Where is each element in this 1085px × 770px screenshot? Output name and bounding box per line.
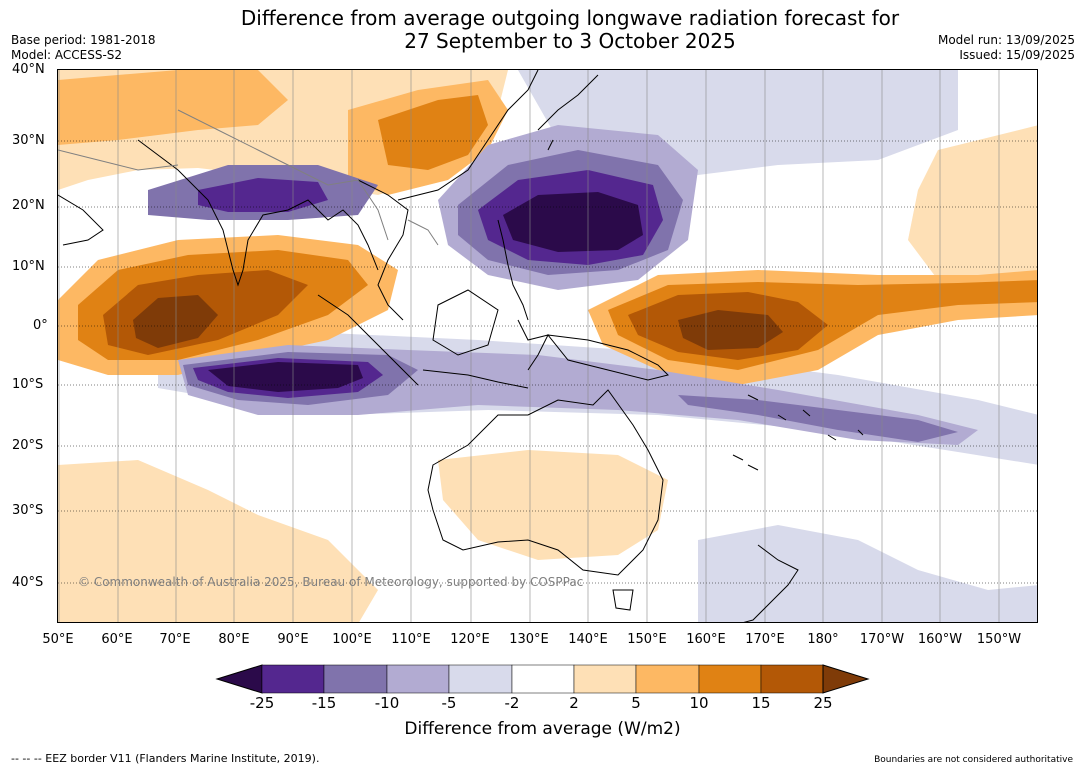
anomaly-region-indian-ocean-peak [133,295,218,348]
lon-label-50e: 50°E [42,632,74,647]
map-title-line2: 27 September to 3 October 2025 [404,29,736,53]
coastline-new-guinea [546,334,669,381]
lon-label-110e: 110°E [391,632,431,647]
model-run: Model run: 13/09/2025 [937,33,1075,47]
anomaly-region-bengal-strong [198,178,328,212]
colorbar-tick-m10: -10 [374,694,400,712]
lon-label-70e: 70°E [159,632,191,647]
colorbar-tick-p25: 25 [813,694,833,712]
colorbar-arrow-high [822,664,870,694]
country-borders [58,109,439,246]
lat-label-40n: 40°N [12,62,45,77]
map-copyright: © Commonwealth of Australia 2025, Bureau… [78,575,583,589]
lon-label-100e: 100°E [332,632,372,647]
eez-border-legend: -- -- -- EEZ border V11 (Flanders Marine… [11,752,320,765]
boundaries-disclaimer: Boundaries are not considered authoritat… [874,755,1073,765]
anomaly-region-australia-suppressed [438,450,668,560]
coastline-australia [427,389,664,576]
colorbar-segment-p15-p25 [760,664,824,694]
base-period: Base period: 1981-2018 [11,33,156,47]
coastline-southeast-asia [357,179,409,321]
coastline-india [137,139,379,287]
colorbar-tick-m2: -2 [504,694,520,712]
anomaly-region-southern-light [698,525,1037,622]
colorbar-segment-p2-p5 [573,664,637,694]
colorbar-tick-p15: 15 [751,694,771,712]
lon-label-160w: 160°W [917,632,963,647]
model-name: Model: ACCESS-S2 [11,48,123,62]
anomaly-region-spcz-enhanced [678,395,958,442]
lon-label-150w: 150°W [976,632,1022,647]
colorbar-segment-m5-m2 [448,664,513,694]
colorbar-tick-p2: 2 [569,694,579,712]
colorbar-tick-p5: 5 [631,694,641,712]
map-title-line1: Difference from average outgoing longwav… [240,6,900,30]
colorbar-segment-m15-m10 [323,664,388,694]
lon-label-90e: 90°E [277,632,309,647]
issued-date: Issued: 15/09/2025 [959,48,1075,62]
colorbar-segment-m25-m15 [261,664,325,694]
lon-label-150e: 150°E [627,632,667,647]
coastlines [58,70,864,622]
lat-label-10n: 10°N [12,259,45,274]
coastline-borneo [432,289,499,356]
colorbar-tick-m5: -5 [441,694,457,712]
coastline-java [422,369,529,389]
lon-label-120e: 120°E [450,632,490,647]
coastline-arabia [58,194,104,246]
coastline-sumatra [317,294,419,386]
lat-label-20n: 20°N [12,198,45,213]
anomaly-region-southwest-suppressed [58,460,378,622]
colorbar-segment-p10-p15 [698,664,762,694]
anomaly-region-s-indian-peak [208,362,363,392]
colorbar-label: Difference from average (W/m2) [404,719,681,739]
colorbar-tick-m25: -25 [249,694,275,712]
anomaly-region-south-china-strong [378,95,488,170]
lat-label-10s: 10°S [12,377,44,392]
colorbar-segment-m10-m5 [386,664,450,694]
colorbar-tick-m15: -15 [311,694,337,712]
colorbar-arrow-low [215,664,263,694]
lon-label-60e: 60°E [101,632,133,647]
anomaly-region-equatorial-pacific-peak [678,310,783,350]
lat-label-equator: 0° [33,318,48,333]
lon-label-130e: 130°E [509,632,549,647]
map-canvas: © Commonwealth of Australia 2025, Bureau… [58,70,1037,622]
lat-label-30s: 30°S [12,503,44,518]
coastline-new-zealand [743,544,799,622]
coastline-philippines [497,219,529,321]
lon-label-170w: 170°W [859,632,905,647]
anomaly-region-himalaya-suppressed [58,70,288,145]
colorbar-segment-p5-p10 [635,664,700,694]
coastline-japan-islands [537,74,599,151]
colorbar [215,664,870,694]
coastline-pacific-islands [732,394,864,471]
lon-label-180: 180° [807,632,839,647]
lat-label-40s: 40°S [12,575,44,590]
lat-label-30n: 30°N [12,133,45,148]
coastline-tasmania [612,589,634,611]
colorbar-segment-m2-p2 [511,664,575,694]
lon-label-170e: 170°E [745,632,785,647]
colorbar-tick-p10: 10 [689,694,709,712]
map-meridians [58,70,1000,622]
olr-anomaly-map: © Commonwealth of Australia 2025, Bureau… [57,69,1038,623]
lon-label-140e: 140°E [568,632,608,647]
lon-label-80e: 80°E [218,632,250,647]
lon-label-160e: 160°E [686,632,726,647]
coastline-china [397,70,539,201]
lat-label-20s: 20°S [12,438,44,453]
